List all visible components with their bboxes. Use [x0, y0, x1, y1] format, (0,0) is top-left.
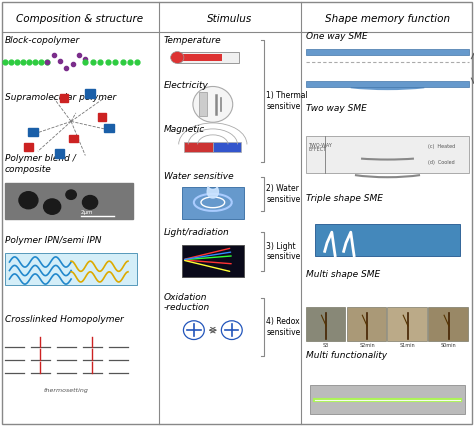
Text: Polymer IPN/semi IPN: Polymer IPN/semi IPN — [5, 236, 101, 245]
Text: S3: S3 — [323, 343, 329, 348]
Text: Composition & structure: Composition & structure — [16, 14, 143, 24]
Bar — [310, 385, 465, 414]
Text: thermosetting: thermosetting — [44, 388, 89, 393]
Text: Supramolecular polymer: Supramolecular polymer — [5, 93, 116, 103]
Circle shape — [193, 86, 233, 122]
Text: EFFECT: EFFECT — [308, 147, 326, 152]
Text: Magnetic: Magnetic — [164, 125, 205, 135]
Bar — [104, 124, 114, 132]
Text: 1) Thermal
sensitive: 1) Thermal sensitive — [266, 92, 308, 111]
Text: Polymer blend /
composite: Polymer blend / composite — [5, 154, 75, 174]
Bar — [5, 183, 133, 219]
Bar — [5, 253, 137, 285]
Bar — [306, 307, 345, 341]
Bar — [387, 307, 427, 341]
Text: Triple shape SME: Triple shape SME — [306, 193, 383, 203]
Bar — [182, 187, 244, 219]
Polygon shape — [207, 187, 219, 198]
Text: TWO-WAY: TWO-WAY — [308, 143, 332, 148]
Text: One way SME: One way SME — [306, 32, 367, 41]
Text: S0min: S0min — [441, 343, 456, 348]
Circle shape — [171, 52, 184, 63]
Bar — [98, 113, 106, 121]
Text: Light/radiation: Light/radiation — [164, 227, 229, 237]
Bar — [69, 135, 78, 142]
Bar — [306, 136, 469, 173]
Circle shape — [44, 199, 61, 214]
Circle shape — [19, 192, 38, 209]
Text: Temperature: Temperature — [164, 36, 221, 45]
Text: Water sensitive: Water sensitive — [164, 172, 233, 181]
Bar — [428, 307, 468, 341]
Text: (c)  Heated: (c) Heated — [428, 144, 456, 149]
Bar — [184, 142, 213, 152]
Circle shape — [82, 196, 98, 209]
Text: Shape memory function: Shape memory function — [325, 14, 450, 24]
Text: Multi shape SME: Multi shape SME — [306, 270, 380, 279]
Bar — [199, 92, 207, 116]
Bar — [28, 128, 38, 136]
Text: Electricity: Electricity — [164, 81, 209, 90]
Text: 2μm: 2μm — [81, 210, 93, 215]
Bar — [180, 54, 222, 61]
Text: Crosslinked Homopolymer: Crosslinked Homopolymer — [5, 315, 124, 324]
Text: Two way SME: Two way SME — [306, 104, 366, 113]
Text: Multi functionality: Multi functionality — [306, 351, 387, 360]
Text: 4) Redox
sensitive: 4) Redox sensitive — [266, 317, 301, 337]
Bar — [182, 245, 244, 277]
Text: S2min: S2min — [359, 343, 375, 348]
Bar — [213, 142, 241, 152]
Bar — [55, 149, 64, 158]
Bar — [315, 224, 460, 256]
Text: S1min: S1min — [400, 343, 416, 348]
Bar — [177, 52, 239, 63]
Bar — [60, 94, 68, 102]
Bar — [306, 49, 469, 55]
Text: Stimulus: Stimulus — [207, 14, 253, 24]
Text: (d)  Cooled: (d) Cooled — [428, 160, 455, 165]
Text: 2) Water
sensitive: 2) Water sensitive — [266, 184, 301, 204]
Circle shape — [66, 190, 76, 199]
Text: Oxidation
-reduction: Oxidation -reduction — [164, 293, 210, 312]
Bar — [346, 307, 386, 341]
Bar — [24, 143, 33, 151]
Bar — [85, 89, 95, 98]
Text: 3) Light
sensitive: 3) Light sensitive — [266, 242, 301, 261]
Bar — [306, 81, 469, 87]
Text: Block-copolymer: Block-copolymer — [5, 36, 80, 45]
